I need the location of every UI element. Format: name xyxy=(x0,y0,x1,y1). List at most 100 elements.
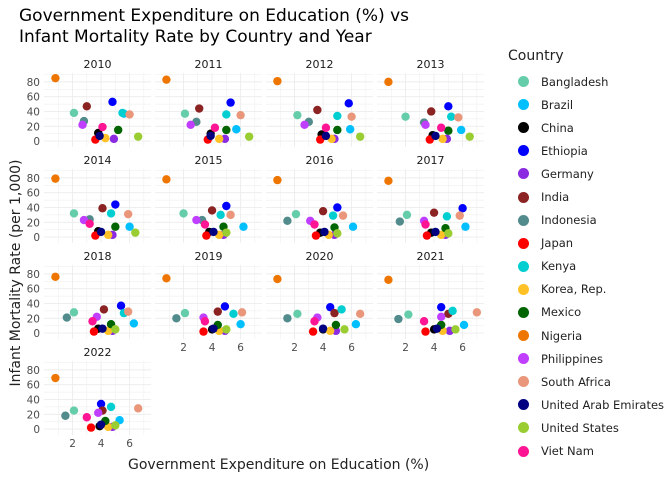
data-point-bangladesh xyxy=(402,210,412,220)
data-point-viet-nam xyxy=(85,219,94,228)
data-point-south-africa xyxy=(338,211,348,220)
data-point-india xyxy=(99,305,109,314)
data-point-japan xyxy=(422,231,432,240)
data-point-bangladesh xyxy=(69,209,79,218)
y-tick-label: 0 xyxy=(33,232,40,244)
legend-color-dot xyxy=(518,330,529,342)
data-point-kenya xyxy=(118,108,127,118)
data-point-japan xyxy=(308,327,318,336)
data-point-united-states xyxy=(465,132,474,141)
data-point-kenya xyxy=(328,211,338,220)
y-tick-label: 80 xyxy=(27,77,40,89)
data-point-philippines xyxy=(300,120,309,129)
data-point-kenya xyxy=(337,305,346,314)
data-point-nigeria xyxy=(273,76,282,86)
legend-label: China xyxy=(541,120,574,135)
data-point-ethiopia xyxy=(111,200,120,209)
data-point-united-arab-emirates xyxy=(431,227,440,237)
data-point-united-states xyxy=(451,325,460,334)
data-point-ethiopia xyxy=(344,99,353,108)
data-point-brazil xyxy=(232,125,241,134)
y-axis-label: Infant Mortality Rate (per 1,000) xyxy=(8,159,24,387)
legend-label: Korea, Rep. xyxy=(541,282,607,297)
y-tick-label: 40 xyxy=(27,298,40,310)
data-point-united-arab-emirates xyxy=(96,227,106,237)
data-point-philippines xyxy=(437,312,446,321)
data-point-india xyxy=(195,104,204,113)
panel-year-label: 2018 xyxy=(84,250,112,263)
panel-year-label: 2022 xyxy=(84,346,112,359)
data-point-viet-nam xyxy=(310,317,319,326)
legend-label: Japan xyxy=(541,236,574,251)
data-point-mexico xyxy=(333,125,342,135)
legend-item: China xyxy=(508,116,668,139)
data-point-south-africa xyxy=(237,308,247,317)
data-point-united-arab-emirates xyxy=(431,131,440,141)
legend-item: Bangladesh xyxy=(508,70,668,93)
data-point-united-arab-emirates xyxy=(95,131,104,141)
panel-year-label: 2015 xyxy=(195,154,223,167)
data-point-nigeria xyxy=(51,73,60,83)
data-point-brazil xyxy=(129,319,139,328)
data-point-brazil xyxy=(459,320,469,330)
panel-year-label: 2011 xyxy=(195,58,223,71)
data-point-bangladesh xyxy=(293,309,302,319)
data-point-philippines xyxy=(186,120,195,129)
y-tick-label: 60 xyxy=(27,188,40,200)
data-point-india xyxy=(313,105,322,115)
data-point-brazil xyxy=(125,222,134,231)
legend-color-dot xyxy=(518,214,529,226)
data-point-mexico xyxy=(331,320,341,330)
legend-color-dot xyxy=(518,422,529,434)
data-point-bangladesh xyxy=(404,310,413,319)
legend-label: Ethiopia xyxy=(541,143,588,158)
legend-label: Germany xyxy=(541,166,594,181)
legend-label: Nigeria xyxy=(541,328,583,343)
data-point-brazil xyxy=(348,222,358,231)
data-point-ethiopia xyxy=(444,102,453,111)
panel-year-label: 2020 xyxy=(306,250,334,263)
data-point-ethiopia xyxy=(226,98,235,107)
data-point-brazil xyxy=(236,320,245,329)
y-tick-label: 0 xyxy=(33,328,40,340)
data-point-south-africa xyxy=(123,209,133,219)
data-point-viet-nam xyxy=(98,122,107,132)
legend-color-dot xyxy=(518,399,529,411)
data-point-japan xyxy=(421,327,430,336)
x-tick-label: 6 xyxy=(237,342,244,354)
data-point-nigeria xyxy=(162,175,171,184)
panel-year-label: 2016 xyxy=(306,154,334,167)
data-point-united-states xyxy=(244,132,254,141)
data-point-indonesia xyxy=(394,314,403,324)
data-point-nigeria xyxy=(384,275,393,284)
data-point-united-arab-emirates xyxy=(321,131,331,141)
x-tick-label: 2 xyxy=(402,342,409,354)
data-point-ethiopia xyxy=(220,302,230,311)
data-point-united-states xyxy=(111,421,120,430)
y-axis-label-container: Infant Mortality Rate (per 1,000) xyxy=(6,158,26,388)
y-tick-label: 0 xyxy=(33,136,40,148)
x-tick-label: 4 xyxy=(320,342,327,354)
y-tick-label: 0 xyxy=(33,424,40,436)
data-point-united-arab-emirates xyxy=(98,324,107,333)
y-tick-label: 40 xyxy=(27,106,40,118)
legend-label: Bangladesh xyxy=(541,74,609,89)
data-point-japan xyxy=(202,231,211,240)
legend-color-dot xyxy=(518,353,529,365)
data-point-kenya xyxy=(106,209,116,218)
panel-year-label: 2014 xyxy=(84,154,112,167)
data-point-indonesia xyxy=(283,314,292,323)
data-point-ethiopia xyxy=(222,201,231,211)
x-tick-label: 6 xyxy=(459,342,466,354)
data-point-japan xyxy=(86,423,96,432)
data-point-south-africa xyxy=(455,211,464,220)
legend-color-dot xyxy=(518,99,529,111)
data-point-japan xyxy=(311,231,321,240)
y-tick-label: 80 xyxy=(27,365,40,377)
data-point-bangladesh xyxy=(69,406,79,415)
legend-label: Viet Nam xyxy=(541,444,594,459)
data-point-viet-nam xyxy=(200,317,210,326)
data-point-indonesia xyxy=(61,411,70,420)
data-point-kenya xyxy=(442,212,452,221)
legend-item: Korea, Rep. xyxy=(508,278,668,301)
